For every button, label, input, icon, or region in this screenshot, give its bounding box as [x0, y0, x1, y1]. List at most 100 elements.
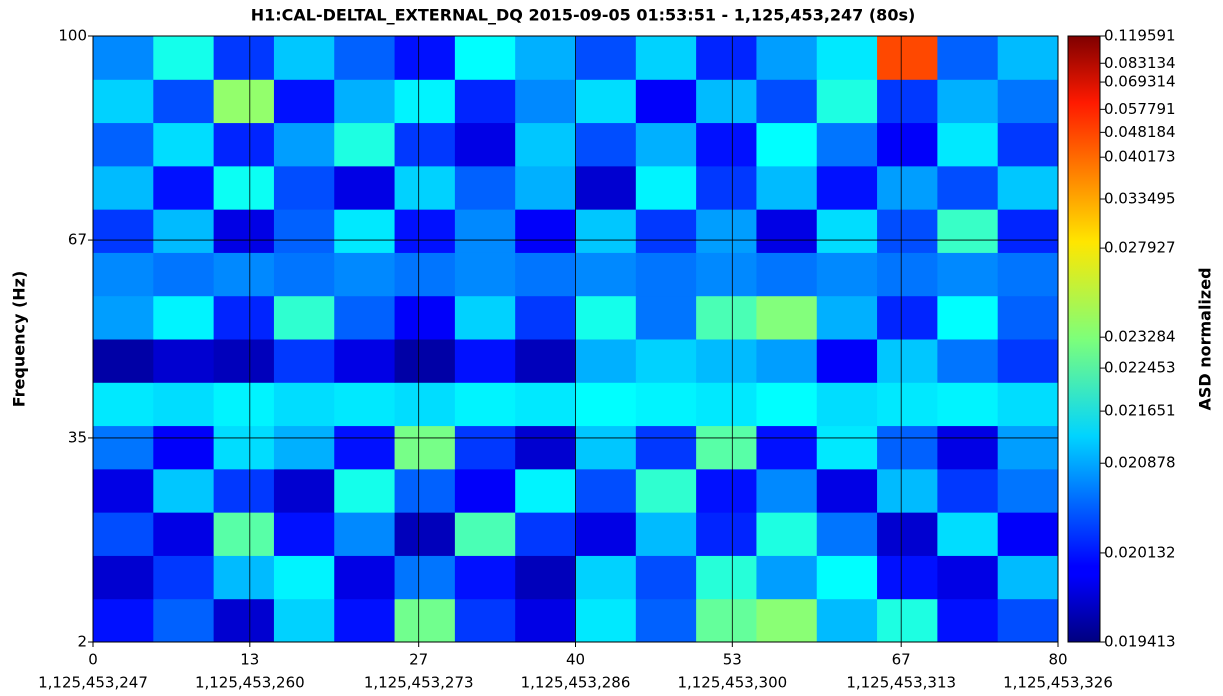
- x-tick-label: 67: [892, 651, 911, 669]
- heatmap-cell: [153, 295, 215, 340]
- heatmap-cell: [575, 79, 637, 124]
- heatmap-cell: [273, 36, 335, 80]
- heatmap-cell: [937, 79, 999, 124]
- heatmap-cell: [213, 209, 275, 253]
- heatmap-cell: [997, 79, 1059, 124]
- x-tick-gps-label: 1,125,453,300: [677, 674, 787, 692]
- heatmap-cell: [334, 598, 396, 643]
- heatmap-cell: [937, 512, 999, 556]
- heatmap-cell: [696, 79, 757, 124]
- heatmap-cell: [273, 425, 335, 470]
- heatmap-cell: [877, 79, 938, 124]
- heatmap-cell: [454, 252, 516, 297]
- x-tick-label: 27: [409, 651, 428, 669]
- heatmap-cell: [575, 165, 637, 210]
- heatmap-cell: [877, 252, 938, 297]
- heatmap-cell: [816, 382, 878, 427]
- heatmap-cell: [93, 122, 154, 167]
- heatmap-cell: [153, 165, 215, 210]
- heatmap-cell: [153, 512, 215, 556]
- heatmap-cell: [877, 339, 938, 383]
- heatmap-cell: [997, 295, 1059, 340]
- heatmap-cell: [635, 79, 697, 124]
- heatmap-cell: [515, 382, 576, 427]
- heatmap-cell: [93, 36, 154, 80]
- heatmap-cell: [937, 252, 999, 297]
- heatmap-cell: [213, 165, 275, 210]
- heatmap-cell: [454, 339, 516, 383]
- heatmap-cell: [334, 425, 396, 470]
- heatmap-cell: [515, 79, 576, 124]
- heatmap-cell: [273, 122, 335, 167]
- heatmap-cell: [153, 209, 215, 253]
- heatmap-cell: [877, 295, 938, 340]
- heatmap-cell: [334, 252, 396, 297]
- heatmap-cell: [394, 165, 456, 210]
- heatmap-cell: [756, 555, 818, 600]
- heatmap-cell: [997, 425, 1059, 470]
- heatmap-cell: [877, 122, 938, 167]
- heatmap-cell: [997, 598, 1059, 643]
- heatmap-cell: [877, 598, 938, 643]
- heatmap-cell: [635, 122, 697, 167]
- heatmap-cell: [635, 555, 697, 600]
- heatmap-cell: [997, 165, 1059, 210]
- heatmap-cell: [93, 252, 154, 297]
- heatmap-cell: [635, 598, 697, 643]
- x-tick-label: 53: [723, 651, 742, 669]
- heatmap-cell: [997, 252, 1059, 297]
- colorbar-tick-label: 0.033495: [1104, 190, 1176, 208]
- heatmap-cell: [575, 555, 637, 600]
- heatmap-cell: [454, 598, 516, 643]
- heatmap-cell: [394, 79, 456, 124]
- heatmap-cell: [575, 295, 637, 340]
- heatmap-cell: [756, 382, 818, 427]
- heatmap-cell: [696, 382, 757, 427]
- heatmap-cell: [153, 382, 215, 427]
- colorbar-tick-label: 0.057791: [1104, 100, 1176, 118]
- x-tick-label: 80: [1048, 651, 1067, 669]
- heatmap-cell: [515, 165, 576, 210]
- heatmap-cell: [997, 512, 1059, 556]
- heatmap-cell: [213, 295, 275, 340]
- heatmap-cell: [93, 425, 154, 470]
- colorbar-tick-label: 0.019413: [1104, 633, 1176, 651]
- colorbar-label: ASD normalized: [1196, 267, 1215, 410]
- heatmap-cell: [394, 382, 456, 427]
- y-tick-label: 67: [68, 231, 87, 249]
- heatmap-cell: [334, 79, 396, 124]
- heatmap-cell: [816, 122, 878, 167]
- heatmap-cell: [213, 598, 275, 643]
- heatmap-cell: [997, 209, 1059, 253]
- heatmap-cell: [696, 252, 757, 297]
- heatmap-cell: [635, 209, 697, 253]
- colorbar-tick-label: 0.083134: [1104, 54, 1176, 72]
- y-tick-label: 2: [77, 633, 87, 651]
- heatmap-cell: [696, 36, 757, 80]
- y-tick-label: 35: [68, 428, 87, 446]
- heatmap-cell: [153, 339, 215, 383]
- colorbar-tick-label: 0.022453: [1104, 359, 1176, 377]
- heatmap-cell: [877, 425, 938, 470]
- heatmap-cell: [515, 468, 576, 513]
- heatmap-cell: [454, 36, 516, 80]
- heatmap-cell: [213, 382, 275, 427]
- heatmap-cell: [93, 209, 154, 253]
- colorbar-tick-label: 0.021651: [1104, 402, 1176, 420]
- heatmap-cell: [937, 209, 999, 253]
- heatmap-cell: [575, 209, 637, 253]
- heatmap-cell: [877, 468, 938, 513]
- heatmap-cell: [394, 468, 456, 513]
- heatmap-cell: [937, 468, 999, 513]
- heatmap-cell: [816, 598, 878, 643]
- heatmap-cell: [273, 165, 335, 210]
- colorbar-tick-label: 0.027927: [1104, 239, 1176, 257]
- heatmap-cell: [816, 512, 878, 556]
- heatmap-cell: [394, 598, 456, 643]
- heatmap-cell: [937, 339, 999, 383]
- heatmap-cell: [635, 468, 697, 513]
- heatmap-cell: [454, 468, 516, 513]
- heatmap-cell: [575, 339, 637, 383]
- heatmap-cell: [696, 165, 757, 210]
- heatmap-cell: [334, 209, 396, 253]
